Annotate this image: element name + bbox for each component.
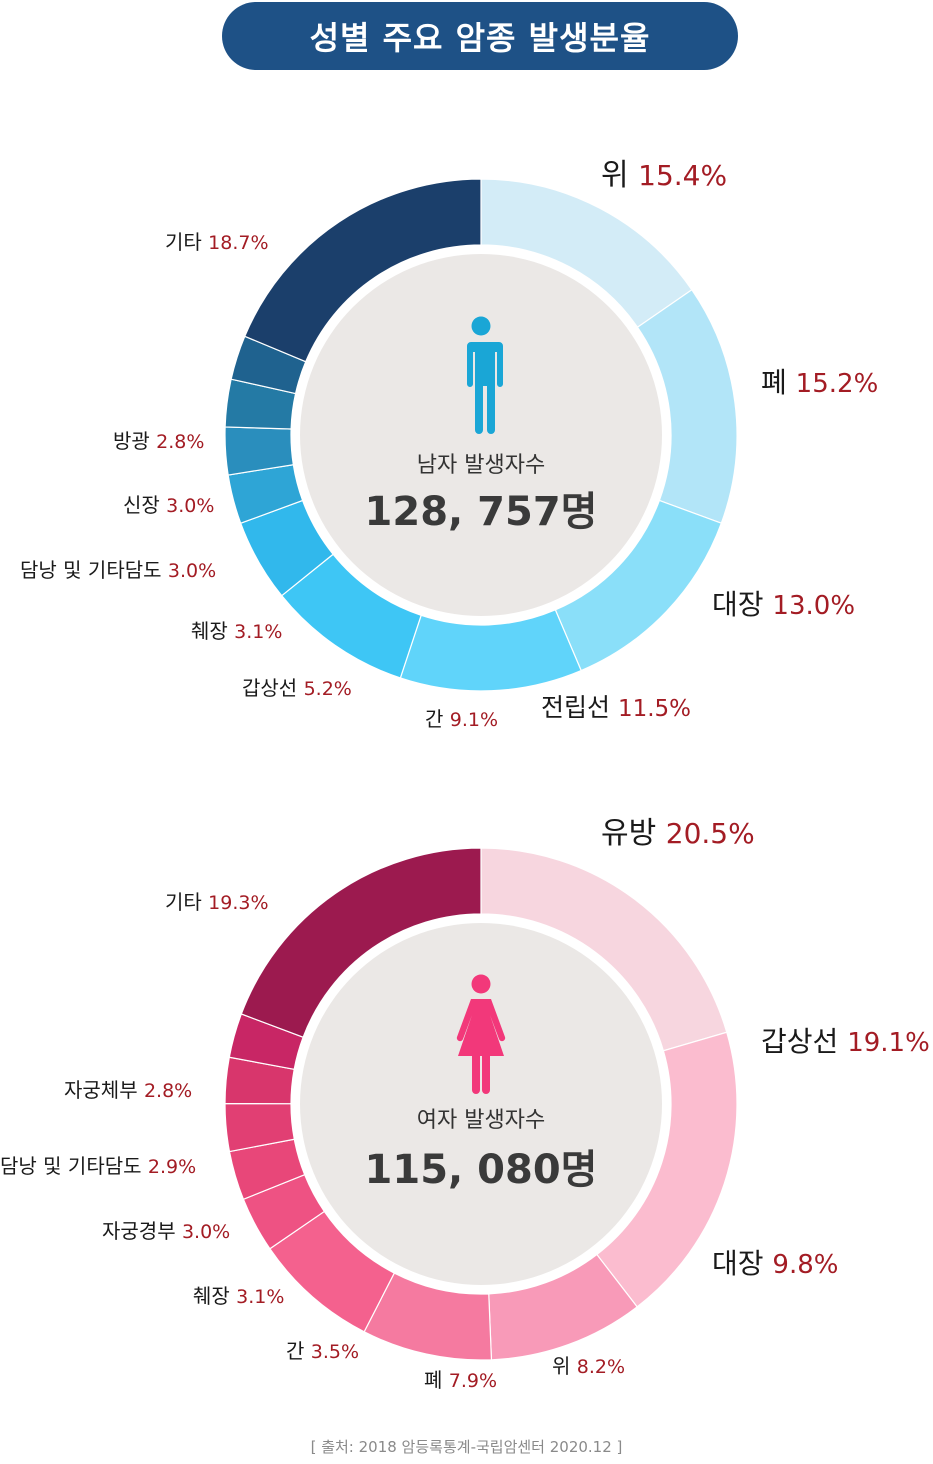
slice-label: 폐 7.9% <box>424 1368 497 1392</box>
slice-name: 위 <box>552 1354 577 1378</box>
slice-name: 췌장 <box>193 1284 236 1308</box>
slice-value: 3.1% <box>236 1286 284 1308</box>
slice-name: 폐 <box>424 1368 449 1392</box>
female-person-icon <box>456 974 506 1094</box>
slice-name: 전립선 <box>541 693 618 722</box>
female-icon-head <box>471 974 491 994</box>
slice-value: 11.5% <box>618 696 691 722</box>
slice-value: 3.0% <box>182 1221 230 1243</box>
male-icon-body <box>463 342 503 434</box>
slice-label: 갑상선 5.2% <box>242 676 352 700</box>
slice-label: 방광 2.8% <box>113 429 204 453</box>
slice-label: 기타 19.3% <box>165 890 269 914</box>
slice-label: 전립선 11.5% <box>541 693 691 722</box>
slice-name: 신장 <box>123 493 166 517</box>
slice-label: 대장 9.8% <box>712 1247 838 1280</box>
female-donut-chart: 유방 20.5% 갑상선 19.1% 대장 9.8% 위 8.2% 폐 7.9% 간 3.… <box>0 816 930 1392</box>
donut-center <box>300 254 662 616</box>
slice-name: 자궁경부 <box>102 1219 182 1243</box>
slice-label: 자궁경부 3.0% <box>102 1219 230 1243</box>
slice-label: 신장 3.0% <box>123 493 214 517</box>
male-donut-chart: 위 15.4% 폐 15.2% 대장 13.0% 전립선 11.5% 간 9.1% 갑상선… <box>20 158 878 731</box>
slice-name: 간 <box>286 1339 311 1363</box>
slice-value: 18.7% <box>208 232 268 254</box>
slice-label: 갑상선 19.1% <box>761 1025 930 1058</box>
slice-value: 15.2% <box>796 369 879 399</box>
slice-label: 위 15.4% <box>601 158 727 193</box>
donut-slice <box>399 609 582 692</box>
slice-name: 갑상선 <box>242 676 304 700</box>
slice-name: 담낭 및 기타담도 <box>0 1154 148 1178</box>
male-icon-head <box>471 316 491 336</box>
slice-label: 간 9.1% <box>425 707 498 731</box>
slice-name: 기타 <box>165 890 208 914</box>
slice-value: 2.9% <box>148 1156 196 1178</box>
slice-label: 담낭 및 기타담도 2.9% <box>0 1154 196 1178</box>
slice-name: 갑상선 <box>761 1025 847 1058</box>
slice-label: 폐 15.2% <box>761 366 878 399</box>
male-person-icon <box>463 316 503 434</box>
center-label: 남자 발생자수 <box>417 453 545 478</box>
slice-name: 대장 <box>712 588 772 621</box>
slice-name: 담낭 및 기타담도 <box>20 558 168 582</box>
slice-value: 2.8% <box>144 1080 192 1102</box>
donut-center <box>300 923 662 1285</box>
slice-name: 기타 <box>165 230 208 254</box>
slice-label: 자궁체부 2.8% <box>64 1078 192 1102</box>
slice-value: 8.2% <box>577 1356 625 1378</box>
slice-label: 췌장 3.1% <box>193 1284 284 1308</box>
slice-name: 간 <box>425 707 450 731</box>
slice-label: 췌장 3.1% <box>191 619 282 643</box>
donut-slice <box>244 178 482 363</box>
slice-value: 9.8% <box>772 1250 838 1280</box>
slice-name: 위 <box>601 158 638 193</box>
slice-label: 유방 20.5% <box>601 816 755 851</box>
donut-charts-canvas: 위 15.4% 폐 15.2% 대장 13.0% 전립선 11.5% 간 9.1% 갑상선… <box>0 158 930 1392</box>
slice-value: 5.2% <box>304 678 352 700</box>
slice-value: 20.5% <box>666 817 755 850</box>
slice-value: 19.3% <box>208 892 268 914</box>
slice-value: 3.5% <box>311 1341 359 1363</box>
slice-label: 위 8.2% <box>552 1354 625 1378</box>
slice-name: 방광 <box>113 429 156 453</box>
source-note: [ 출처: 2018 암등록통계-국립암센터 2020.12 ] <box>310 1438 623 1456</box>
slice-value: 15.4% <box>638 159 727 192</box>
chart-title: 성별 주요 암종 발생분율 <box>222 2 738 70</box>
slice-label: 대장 13.0% <box>712 588 855 621</box>
female-icon-body <box>456 999 506 1094</box>
slice-value: 3.0% <box>166 495 214 517</box>
slice-name: 유방 <box>601 816 666 851</box>
slice-label: 기타 18.7% <box>165 230 269 254</box>
slice-name: 대장 <box>712 1247 772 1280</box>
slice-value: 13.0% <box>772 591 855 621</box>
slice-value: 7.9% <box>449 1370 497 1392</box>
center-value: 128, 757명 <box>365 489 598 535</box>
slice-value: 3.0% <box>168 560 216 582</box>
slice-name: 폐 <box>761 366 796 399</box>
slice-name: 자궁체부 <box>64 1078 144 1102</box>
slice-label: 담낭 및 기타담도 3.0% <box>20 558 216 582</box>
slice-name: 췌장 <box>191 619 234 643</box>
center-label: 여자 발생자수 <box>417 1108 545 1133</box>
slice-value: 9.1% <box>450 709 498 731</box>
center-value: 115, 080명 <box>365 1147 598 1193</box>
donut-slice <box>240 847 482 1038</box>
slice-value: 19.1% <box>847 1028 930 1058</box>
slice-label: 간 3.5% <box>286 1339 359 1363</box>
slice-value: 3.1% <box>234 621 282 643</box>
slice-value: 2.8% <box>156 431 204 453</box>
